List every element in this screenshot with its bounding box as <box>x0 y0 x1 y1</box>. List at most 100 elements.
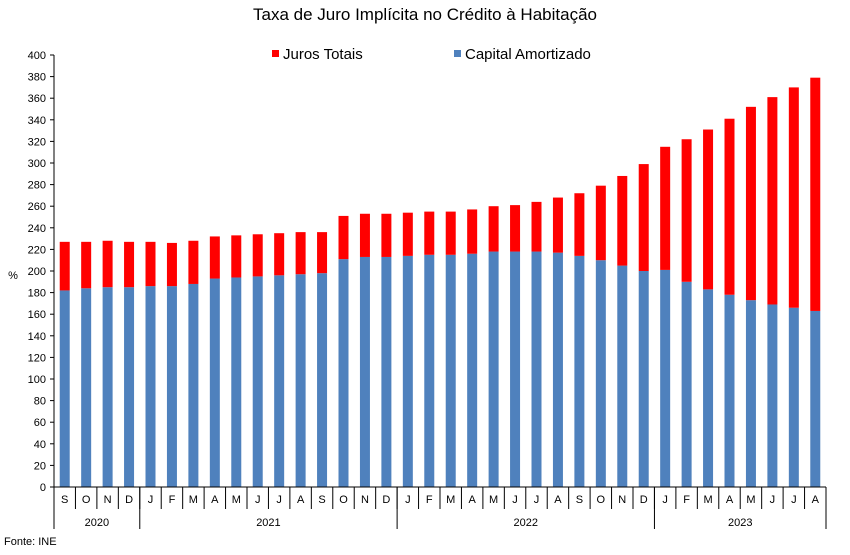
y-tick-label: 240 <box>28 223 46 235</box>
y-tick-label: 60 <box>34 417 46 429</box>
bar-capital-amortizado <box>381 256 392 487</box>
x-tick-label: D <box>640 494 648 506</box>
x-tick-label: A <box>812 494 820 506</box>
bar-capital-amortizado <box>59 290 70 487</box>
bar-juros-totais <box>145 241 156 287</box>
x-tick-label: J <box>148 494 154 506</box>
bar-capital-amortizado <box>510 251 521 487</box>
y-tick-label: 400 <box>28 50 46 62</box>
y-tick-label: 100 <box>28 374 46 386</box>
bar-juros-totais <box>552 197 563 253</box>
legend-swatch <box>272 50 279 57</box>
x-tick-label: O <box>597 494 606 506</box>
bar-juros-totais <box>574 193 585 256</box>
x-tick-label: F <box>683 494 690 506</box>
x-tick-label: A <box>554 494 562 506</box>
y-tick-label: 120 <box>28 352 46 364</box>
bar-capital-amortizado <box>359 256 370 487</box>
y-axis: 0 20 40 60 80 100 120 140 160 180 200 220 240 260 280 3… <box>28 50 55 494</box>
y-tick-label: 380 <box>28 72 46 84</box>
bar-capital-amortizado <box>274 275 285 487</box>
bar-capital-amortizado <box>488 251 499 487</box>
bar-juros-totais <box>703 129 714 290</box>
x-tick-label: S <box>318 494 325 506</box>
bar-juros-totais <box>166 242 177 287</box>
y-tick-label: 180 <box>28 288 46 300</box>
x-tick-label: D <box>382 494 390 506</box>
bar-capital-amortizado <box>531 251 542 487</box>
x-tick-label: A <box>726 494 734 506</box>
bar-capital-amortizado <box>724 294 735 487</box>
bar-juros-totais <box>445 211 456 255</box>
bar-juros-totais <box>124 241 135 288</box>
bar-juros-totais <box>660 146 671 270</box>
x-year-label: 2023 <box>728 517 752 529</box>
bar-juros-totais <box>595 185 606 261</box>
bar-capital-amortizado <box>124 287 135 487</box>
bar-juros-totais <box>338 215 349 260</box>
bar-capital-amortizado <box>338 259 349 487</box>
bar-capital-amortizado <box>166 286 177 487</box>
y-tick-label: 260 <box>28 201 46 213</box>
bar-juros-totais <box>681 139 692 282</box>
x-tick-label: J <box>512 494 518 506</box>
x-tick-label: M <box>232 494 241 506</box>
bar-capital-amortizado <box>703 289 714 487</box>
bar-juros-totais <box>767 97 778 305</box>
source-note: Fonte: INE <box>4 536 57 548</box>
x-axis: S O N D J F M A M J J A S O N D J F M A M J J A S O N D J F M A M J J A2020… <box>53 486 827 529</box>
bar-capital-amortizado <box>638 271 649 487</box>
bar-juros-totais <box>209 236 220 279</box>
y-tick-label: 80 <box>34 396 46 408</box>
x-tick-label: J <box>791 494 797 506</box>
bar-juros-totais <box>724 118 735 295</box>
bar-capital-amortizado <box>402 255 413 487</box>
x-tick-label: M <box>489 494 498 506</box>
bar-juros-totais <box>81 241 92 289</box>
y-axis-label: % <box>8 270 18 282</box>
bar-juros-totais <box>231 235 242 278</box>
bar-capital-amortizado <box>145 286 156 487</box>
y-tick-label: 300 <box>28 158 46 170</box>
bar-capital-amortizado <box>81 288 92 487</box>
bar-capital-amortizado <box>252 276 263 487</box>
y-tick-label: 160 <box>28 309 46 321</box>
legend-label: Juros Totais <box>283 46 363 63</box>
y-tick-label: 360 <box>28 93 46 105</box>
x-tick-label: N <box>361 494 369 506</box>
x-tick-label: S <box>61 494 68 506</box>
x-year-label: 2022 <box>514 517 538 529</box>
y-tick-label: 200 <box>28 266 46 278</box>
bar-capital-amortizado <box>788 307 799 487</box>
bar-juros-totais <box>402 212 413 256</box>
bar-juros-totais <box>745 106 756 301</box>
x-tick-label: A <box>211 494 219 506</box>
x-tick-label: J <box>534 494 540 506</box>
legend: Juros Totais Capital Amortizado <box>272 46 591 63</box>
x-tick-label: M <box>189 494 198 506</box>
bar-juros-totais <box>638 164 649 271</box>
y-tick-label: 0 <box>40 482 46 494</box>
bar-juros-totais <box>510 205 521 252</box>
x-tick-label: M <box>703 494 712 506</box>
bar-juros-totais <box>488 206 499 252</box>
bar-capital-amortizado <box>617 265 628 487</box>
x-year-label: 2020 <box>85 517 109 529</box>
y-tick-label: 340 <box>28 115 46 127</box>
bar-juros-totais <box>467 209 478 254</box>
bar-capital-amortizado <box>209 278 220 487</box>
bar-capital-amortizado <box>552 252 563 487</box>
bar-juros-totais <box>788 87 799 308</box>
bar-capital-amortizado <box>317 273 328 487</box>
y-tick-label: 280 <box>28 180 46 192</box>
bar-juros-totais <box>274 233 285 276</box>
x-tick-label: O <box>82 494 91 506</box>
bar-juros-totais <box>188 240 199 284</box>
bar-capital-amortizado <box>231 277 242 487</box>
x-tick-label: A <box>297 494 305 506</box>
x-year-label: 2021 <box>256 517 280 529</box>
bar-juros-totais <box>424 211 435 255</box>
x-tick-label: S <box>576 494 583 506</box>
y-tick-label: 40 <box>34 439 46 451</box>
